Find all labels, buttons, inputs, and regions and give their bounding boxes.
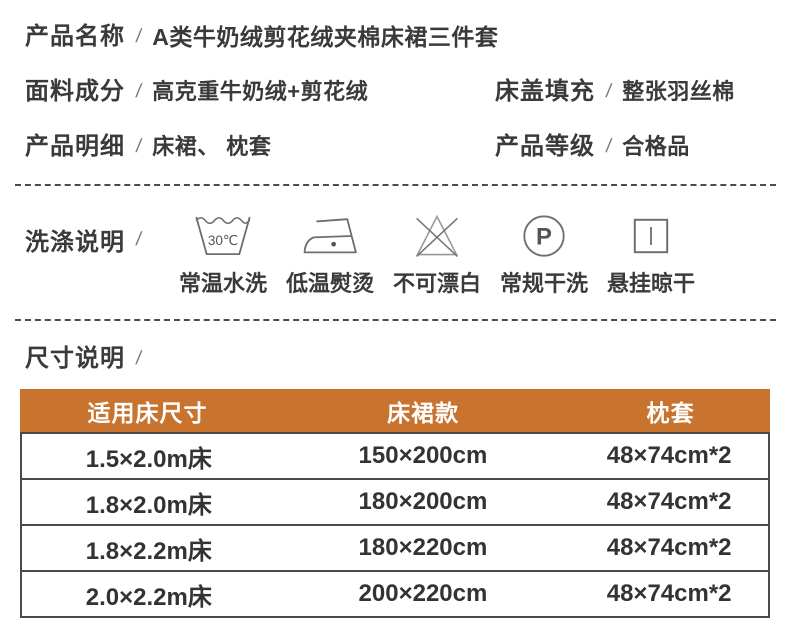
slash-separator: / — [604, 81, 613, 102]
slash-separator: / — [134, 228, 143, 250]
fabric-pair: 面料成分 / 高克重牛奶绒+剪花绒 — [25, 77, 495, 107]
size-table-header: 适用床尺寸 床裙款 枕套 — [20, 389, 770, 432]
pillowcase-size-cell: 48×74cm*2 — [606, 534, 732, 561]
details-value: 床裙、 枕套 — [152, 134, 272, 159]
size-section-head: 尺寸说明 / — [25, 345, 772, 373]
svg-text:P: P — [536, 223, 552, 250]
details-label: 产品明细 — [25, 133, 125, 160]
slash-separator: / — [134, 348, 143, 369]
bedskirt-size-cell: 180×200cm — [358, 488, 488, 515]
pillowcase-size-cell: 48×74cm*2 — [606, 442, 732, 469]
wash-item-dry-clean: P 悬挂晾干 常规干洗 — [496, 210, 592, 297]
fabric-label: 面料成分 — [25, 78, 125, 105]
iron-low-icon — [300, 210, 360, 262]
wash-item-label: 不可漂白 — [392, 271, 481, 296]
grade-pair: 产品等级 / 合格品 — [495, 132, 690, 162]
size-table-header-cell: 枕套 — [646, 399, 695, 426]
bed-size-cell: 1.8×2.2m床 — [85, 537, 212, 565]
dashed-divider — [15, 319, 776, 321]
wash-item-iron-low: 低温熨烫 — [282, 210, 378, 297]
filling-label: 床盖填充 — [495, 78, 595, 105]
washing-section-label: 洗涤说明 — [25, 229, 125, 256]
bed-size-cell: 1.5×2.0m床 — [85, 445, 212, 473]
washing-icon-strip: 30℃ 常温水洗 低温熨烫 — [175, 210, 699, 297]
wash-item-label: 低温熨烫 — [285, 271, 374, 296]
grade-value: 合格品 — [622, 134, 690, 159]
spec-row-product-name: 产品名称 / A类牛奶绒剪花绒夹棉床裙三件套 — [25, 22, 772, 52]
bed-size-cell: 2.0×2.2m床 — [85, 583, 212, 611]
product-name-pair: 产品名称 / A类牛奶绒剪花绒夹棉床裙三件套 — [25, 22, 498, 52]
spec-row-fabric: 面料成分 / 高克重牛奶绒+剪花绒 床盖填充 / 整张羽丝棉 — [25, 77, 772, 107]
size-section-label: 尺寸说明 — [25, 345, 125, 372]
svg-text:30℃: 30℃ — [208, 233, 238, 248]
washing-instructions-section: 洗涤说明 / 30℃ 常温水洗 — [25, 210, 772, 297]
wash-item-no-bleach: 不可漂白 — [389, 210, 485, 297]
pillowcase-size-cell: 48×74cm*2 — [606, 580, 732, 607]
table-row: 1.5×2.0m床 150×200cm 48×74cm*2 — [22, 434, 768, 478]
spec-row-details: 产品明细 / 床裙、 枕套 产品等级 / 合格品 — [25, 132, 772, 162]
wash-item-label: 常温水洗 — [178, 271, 267, 296]
slash-separator: / — [604, 136, 613, 157]
slash-separator: / — [134, 26, 143, 47]
grade-label: 产品等级 — [495, 133, 595, 160]
bedskirt-size-cell: 150×200cm — [358, 442, 488, 469]
bed-size-cell: 1.8×2.0m床 — [85, 491, 212, 519]
washing-section-head: 洗涤说明 / — [25, 222, 175, 257]
wash-item-normal-wash: 30℃ 常温水洗 — [175, 210, 271, 297]
wash-30c-icon: 30℃ — [194, 210, 252, 262]
pillowcase-size-cell: 48×74cm*2 — [606, 488, 732, 515]
table-row: 2.0×2.2m床 200×220cm 48×74cm*2 — [22, 570, 768, 616]
bedskirt-size-cell: 200×220cm — [358, 580, 488, 607]
size-table-header-cell: 床裙款 — [387, 399, 460, 426]
slash-separator: / — [134, 81, 143, 102]
no-bleach-icon — [410, 210, 464, 262]
slash-separator: / — [134, 136, 143, 157]
product-name-value: A类牛奶绒剪花绒夹棉床裙三件套 — [152, 24, 499, 50]
fabric-value: 高克重牛奶绒+剪花绒 — [152, 79, 369, 104]
dashed-divider — [15, 184, 776, 186]
wash-item-label: 常规干洗 — [499, 271, 588, 296]
dry-clean-p-icon: P — [522, 210, 566, 262]
table-row: 1.8×2.2m床 180×220cm 48×74cm*2 — [22, 524, 768, 570]
table-row: 1.8×2.0m床 180×200cm 48×74cm*2 — [22, 478, 768, 524]
hang-dry-icon — [633, 210, 669, 262]
bedskirt-size-cell: 180×220cm — [358, 534, 488, 561]
product-name-label: 产品名称 — [25, 23, 125, 50]
wash-item-hang-dry: 悬挂晾干 — [603, 210, 699, 297]
filling-value: 整张羽丝棉 — [622, 79, 735, 104]
details-pair: 产品明细 / 床裙、 枕套 — [25, 132, 495, 162]
size-table-header-cell: 适用床尺寸 — [87, 399, 208, 426]
size-table-body: 1.5×2.0m床 150×200cm 48×74cm*2 1.8×2.0m床 … — [20, 432, 770, 618]
size-table: 适用床尺寸 床裙款 枕套 1.5×2.0m床 150×200cm 48×74cm… — [20, 389, 770, 618]
wash-item-label: 悬挂晾干 — [606, 271, 695, 296]
filling-pair: 床盖填充 / 整张羽丝棉 — [495, 77, 735, 107]
